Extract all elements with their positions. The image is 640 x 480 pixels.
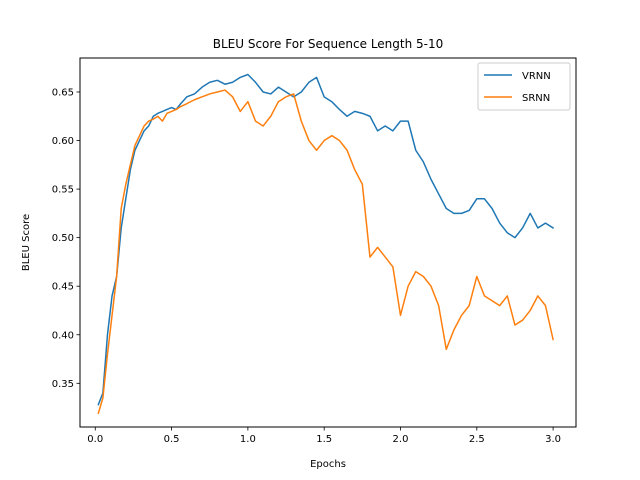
series-line-srnn [97, 89, 554, 415]
y-tick-label: 0.50 [52, 233, 74, 244]
y-tick-label: 0.40 [52, 330, 74, 341]
series-layer [97, 73, 554, 415]
x-tick-label: 1.0 [240, 434, 256, 445]
x-axis-ticks: 0.0 0.5 1.0 1.5 2.0 2.5 3.0 [87, 427, 561, 445]
x-tick-label: 2.0 [393, 434, 409, 445]
y-axis-ticks: 0.35 0.40 0.45 0.50 0.55 0.60 0.65 [52, 87, 80, 390]
y-tick-label: 0.55 [52, 185, 74, 196]
y-tick-label: 0.60 [52, 136, 74, 147]
x-tick-label: 0.5 [164, 434, 180, 445]
chart-title: BLEU Score For Sequence Length 5-10 [213, 37, 444, 51]
x-tick-label: 0.0 [87, 434, 103, 445]
x-tick-label: 3.0 [545, 434, 561, 445]
plot-frame [79, 57, 577, 428]
y-tick-label: 0.35 [52, 379, 74, 390]
series-line-vrnn [97, 73, 554, 406]
plot-area: 0.0 0.5 1.0 1.5 2.0 2.5 3.0 0.350.400.450.500.… [52, 57, 577, 445]
legend-label-vrnn: VRNN [522, 71, 551, 82]
x-tick-label: 2.5 [469, 434, 485, 445]
legend: VRNN SRNN [477, 62, 571, 111]
y-axis-label: BLEU Score [21, 214, 32, 271]
y-tick-label: 0.45 [52, 282, 74, 293]
y-tick-label: 0.65 [52, 87, 74, 98]
x-axis-label: Epochs [310, 459, 346, 470]
x-tick-label: 1.5 [316, 434, 332, 445]
legend-label-srnn: SRNN [522, 93, 550, 104]
